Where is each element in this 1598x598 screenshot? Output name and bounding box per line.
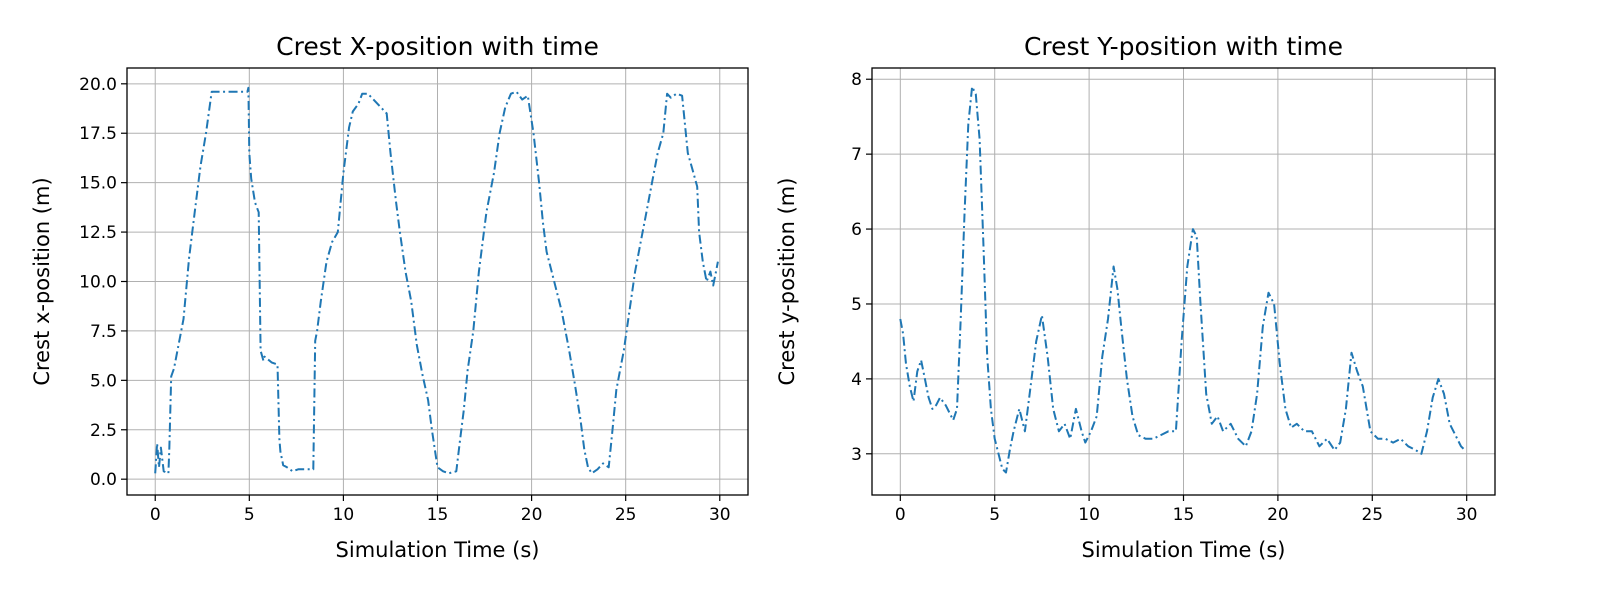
x-tick-label: 20 bbox=[521, 505, 543, 525]
gridlines bbox=[127, 68, 748, 495]
y-tick-label: 2.5 bbox=[90, 421, 117, 441]
y-tick-label: 5.0 bbox=[90, 371, 117, 391]
series-line bbox=[154, 86, 719, 475]
y-tick-label: 6 bbox=[851, 220, 862, 240]
x-tick-label: 20 bbox=[1267, 505, 1289, 525]
x-tick-label: 30 bbox=[1456, 505, 1478, 525]
y-tick-label: 20.0 bbox=[79, 75, 117, 95]
chart-crest-x: 0 5 10 15 20 25 30 0.0 2.5 5.0 7.5 10.0 12.5 15.0 17.5… bbox=[30, 32, 749, 562]
x-tick-label: 0 bbox=[895, 505, 906, 525]
y-tick-label: 8 bbox=[851, 70, 862, 90]
gridlines bbox=[872, 68, 1495, 495]
y-tick-label: 7.5 bbox=[90, 322, 117, 342]
axis-ticks: 0 5 10 15 20 25 30 0.0 2.5 5.0 7.5 10.0 12.5 15.0 17.5… bbox=[79, 75, 730, 525]
x-axis-label: Simulation Time (s) bbox=[1082, 538, 1286, 562]
y-tick-label: 10.0 bbox=[79, 273, 117, 293]
x-axis-label: Simulation Time (s) bbox=[336, 538, 540, 562]
chart-title: Crest X-position with time bbox=[276, 32, 599, 61]
y-tick-label: 17.5 bbox=[79, 124, 117, 144]
axis-ticks: 0 5 10 15 20 25 30 3 4 5 6 7 8 bbox=[851, 70, 1477, 525]
chart-crest-y: 0 5 10 15 20 25 30 3 4 5 6 7 8 Crest Y-position with… bbox=[775, 32, 1496, 562]
y-tick-label: 5 bbox=[851, 295, 862, 315]
x-tick-label: 25 bbox=[1361, 505, 1383, 525]
y-tick-label: 15.0 bbox=[79, 174, 117, 194]
x-tick-label: 30 bbox=[709, 505, 731, 525]
y-axis-label: Crest x-position (m) bbox=[30, 177, 54, 385]
y-tick-label: 0.0 bbox=[90, 470, 117, 490]
x-tick-label: 5 bbox=[989, 505, 1000, 525]
x-tick-label: 0 bbox=[150, 505, 161, 525]
x-tick-label: 15 bbox=[427, 505, 449, 525]
series-line bbox=[899, 85, 1466, 474]
x-tick-label: 10 bbox=[1078, 505, 1100, 525]
chart-title: Crest Y-position with time bbox=[1024, 32, 1343, 61]
y-axis-label: Crest y-position (m) bbox=[775, 178, 799, 386]
x-tick-label: 25 bbox=[615, 505, 637, 525]
x-tick-label: 5 bbox=[244, 505, 255, 525]
x-tick-label: 10 bbox=[333, 505, 355, 525]
y-tick-label: 3 bbox=[851, 445, 862, 465]
y-tick-label: 4 bbox=[851, 370, 862, 390]
y-tick-label: 12.5 bbox=[79, 223, 117, 243]
x-tick-label: 15 bbox=[1173, 505, 1195, 525]
y-tick-label: 7 bbox=[851, 145, 862, 165]
